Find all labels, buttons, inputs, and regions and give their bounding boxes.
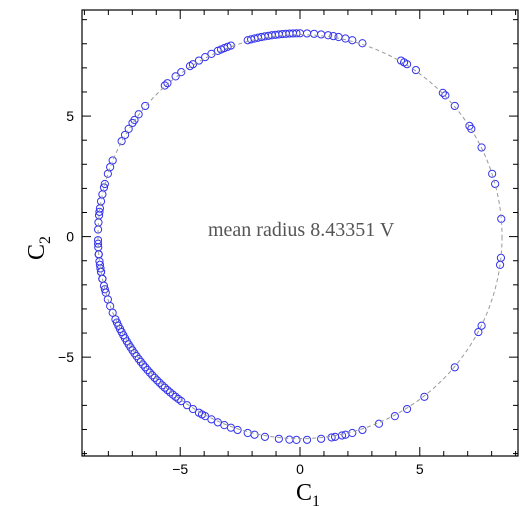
data-point	[349, 429, 356, 436]
data-point	[261, 433, 268, 440]
data-point	[359, 426, 366, 433]
y-tick-label: −5	[58, 349, 74, 365]
data-point	[104, 170, 111, 177]
data-point	[349, 37, 356, 44]
data-point	[318, 31, 325, 38]
x-tick-label: 5	[416, 461, 424, 477]
data-point	[244, 429, 251, 436]
data-point	[234, 426, 241, 433]
mean-radius-annotation: mean radius 8.43351 V	[208, 219, 395, 241]
data-point	[286, 436, 293, 443]
data-point	[303, 30, 310, 37]
data-point	[109, 157, 116, 164]
data-point	[318, 435, 325, 442]
data-point	[403, 405, 410, 412]
x-tick-label: −5	[172, 461, 188, 477]
data-point	[451, 364, 458, 371]
x-axis-title: C1	[296, 480, 320, 506]
data-point	[412, 66, 419, 73]
data-point	[492, 180, 499, 187]
data-point	[251, 431, 258, 438]
y-tick-label: 5	[66, 108, 74, 124]
data-point	[107, 163, 114, 170]
x-tick-label: 0	[296, 461, 304, 477]
data-point	[275, 435, 282, 442]
y-axis-subscript: 2	[37, 236, 54, 244]
axis-ticks: −5 0 5 −5 0 5	[58, 10, 518, 477]
y-axis-title: C2	[24, 236, 54, 260]
data-point	[293, 436, 300, 443]
y-tick-label: 0	[66, 229, 74, 245]
data-point	[310, 30, 317, 37]
data-point	[391, 413, 398, 420]
data-point	[421, 393, 428, 400]
x-axis-subscript: 1	[312, 493, 320, 506]
data-point	[342, 35, 349, 42]
data-point	[303, 436, 310, 443]
data-point	[335, 33, 342, 40]
